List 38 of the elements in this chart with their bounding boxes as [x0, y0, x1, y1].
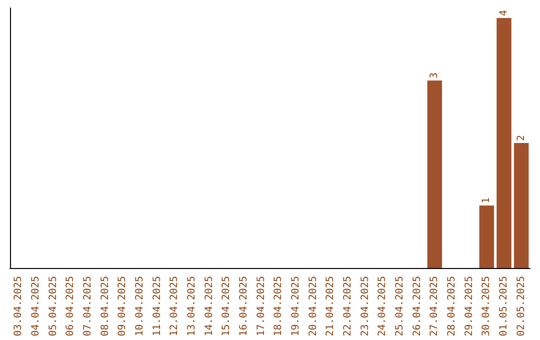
data-label: 1 [481, 197, 492, 204]
bar [514, 143, 529, 268]
x-tick-label: 19.04.2025 [290, 276, 302, 336]
x-tick-label: 14.04.2025 [204, 276, 215, 336]
x-tick-label: 03.04.2025 [13, 276, 24, 336]
data-label: 3 [429, 72, 440, 78]
x-tick-label: 26.04.2025 [412, 276, 423, 336]
x-tick-label: 24.04.2025 [377, 276, 388, 336]
x-tick-label: 27.04.2025 [429, 276, 440, 336]
x-tick-label: 25.04.2025 [394, 276, 406, 336]
x-tick-label: 11.04.2025 [152, 276, 163, 336]
x-tick-label: 01.05.2025 [498, 276, 510, 336]
x-tick-label: 16.04.2025 [238, 276, 250, 336]
x-tick-label: 22.04.2025 [342, 276, 354, 336]
x-tick-label: 05.04.2025 [48, 276, 59, 336]
x-tick-label: 29.04.2025 [464, 276, 475, 336]
x-tick-label: 15.04.2025 [221, 276, 232, 336]
x-tick-label: 04.04.2025 [30, 276, 42, 336]
x-tick-label: 17.04.2025 [256, 276, 267, 336]
bar [427, 80, 442, 268]
x-tick-label: 18.04.2025 [273, 276, 284, 336]
data-label: 2 [516, 134, 527, 141]
x-tick-label: 06.04.2025 [65, 276, 76, 336]
x-tick-label: 28.04.2025 [446, 276, 458, 336]
x-tick-label: 10.04.2025 [134, 276, 146, 336]
x-tick-label: 30.04.2025 [481, 276, 492, 336]
x-tick-label: 23.04.2025 [360, 276, 371, 336]
x-tick-label: 12.04.2025 [169, 276, 180, 336]
x-tick-label: 21.04.2025 [325, 276, 336, 336]
x-tick-label: 07.04.2025 [82, 276, 94, 336]
x-tick-label: 08.04.2025 [100, 276, 111, 336]
x-tick-label: 13.04.2025 [186, 276, 198, 336]
bar [496, 18, 512, 268]
x-tick-label: 02.05.2025 [516, 276, 527, 336]
x-tick-label: 09.04.2025 [117, 276, 128, 336]
x-tick-label: 20.04.2025 [308, 276, 319, 336]
data-label: 4 [498, 10, 510, 16]
bar [479, 206, 494, 268]
